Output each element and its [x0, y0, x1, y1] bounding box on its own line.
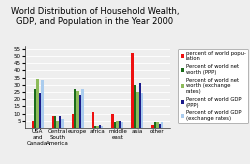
Bar — [32, 121, 34, 128]
Bar — [101, 126, 103, 128]
Bar — [112, 113, 114, 128]
Bar — [141, 93, 144, 128]
Bar — [114, 122, 116, 128]
Bar — [158, 124, 161, 128]
Bar — [156, 122, 158, 128]
Bar — [41, 81, 43, 128]
Bar — [59, 116, 61, 128]
Bar — [96, 126, 99, 128]
Bar — [99, 125, 101, 128]
Bar — [134, 85, 136, 128]
Text: World Distribution of Household Wealth,
GDP, and Population in the Year 2000: World Distribution of Household Wealth, … — [11, 7, 179, 26]
Bar — [54, 116, 56, 128]
Bar — [56, 121, 59, 128]
Bar — [139, 83, 141, 128]
Bar — [161, 122, 164, 128]
Bar — [119, 121, 121, 128]
Bar — [72, 113, 74, 128]
Legend: percent of world popu-
lation, Percent of world net
worth (PPP), Percent of worl: percent of world popu- lation, Percent o… — [178, 49, 248, 123]
Bar — [79, 95, 81, 128]
Bar — [39, 93, 41, 128]
Bar — [132, 53, 134, 128]
Bar — [76, 91, 79, 128]
Bar — [36, 79, 39, 128]
Bar — [81, 89, 84, 128]
Bar — [92, 112, 94, 128]
Bar — [116, 121, 119, 128]
Bar — [52, 116, 54, 128]
Bar — [154, 122, 156, 128]
Bar — [74, 89, 76, 128]
Bar — [34, 89, 36, 128]
Bar — [152, 125, 154, 128]
Bar — [136, 92, 139, 128]
Bar — [61, 119, 64, 128]
Bar — [121, 122, 124, 128]
Bar — [94, 126, 96, 128]
